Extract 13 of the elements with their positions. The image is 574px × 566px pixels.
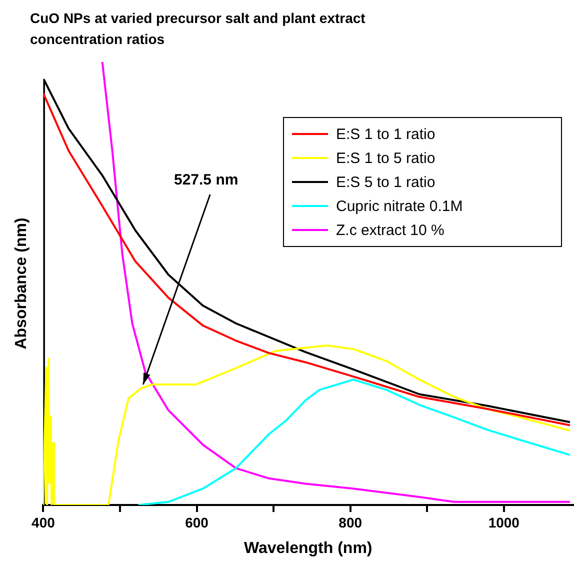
annotation: 527.5 nm	[174, 172, 238, 189]
legend-label: Z.c extract 10 %	[336, 222, 444, 238]
x-tick-label: 800	[338, 514, 362, 530]
x-tick-label: 1000	[488, 514, 520, 530]
y-axis-title: Absorbance (nm)	[13, 218, 30, 350]
x-tick-label: 400	[32, 514, 56, 530]
x-tick-label: 600	[185, 514, 209, 530]
x-axis-title: Wavelength (nm)	[244, 540, 372, 557]
legend-label: E:S 1 to 5 ratio	[336, 150, 436, 166]
legend-label: E:S 5 to 1 ratio	[336, 174, 436, 190]
chart-title: CuO NPs at varied precursor salt and plant extract concentration ratios	[30, 9, 366, 49]
legend-label: E:S 1 to 1 ratio	[336, 126, 436, 142]
legend-label: Cupric nitrate 0.1M	[336, 198, 463, 214]
